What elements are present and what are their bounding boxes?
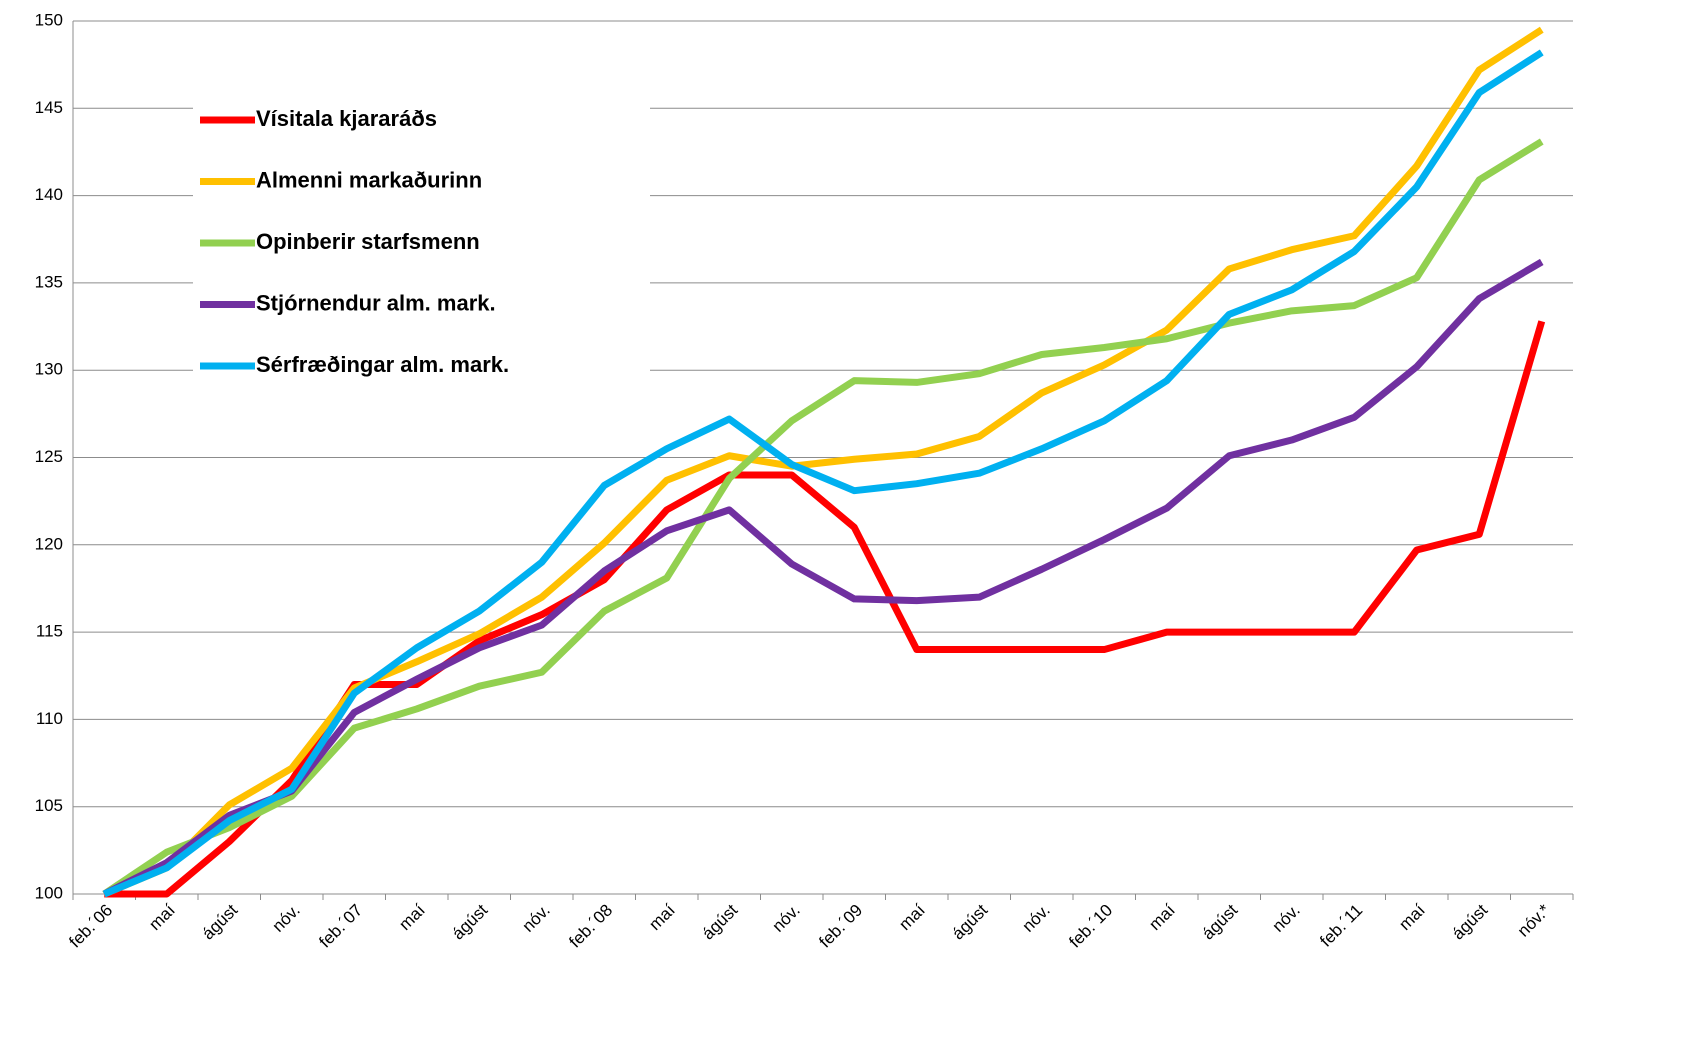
legend-label: Stjórnendur alm. mark. [256,290,496,315]
x-tick-label: maí [395,900,429,934]
x-tick-label: ágúst [198,900,241,943]
x-tick-label: ágúst [948,900,991,943]
x-tick-label: maí [645,900,679,934]
x-tick-label: ágúst [1448,900,1491,943]
series-line [102,138,1544,897]
y-tick-label: 130 [35,360,63,379]
x-tick-label: feb.´06 [65,901,116,952]
legend-box [193,90,650,396]
x-tick-label: nóv.* [1514,900,1554,940]
x-tick-label: feb.´10 [1065,901,1116,952]
y-tick-label: 100 [35,883,63,902]
series-line [102,258,1544,898]
x-tick-label: maí [895,900,929,934]
y-tick-label: 140 [35,185,63,204]
legend-label: Opinberir starfsmenn [256,229,480,254]
y-tick-label: 145 [35,98,63,117]
x-tick-label: nóv. [518,901,553,936]
y-tick-label: 125 [35,447,63,466]
y-tick-label: 115 [36,622,63,641]
y-tick-label: 135 [35,272,63,291]
y-tick-label: 150 [35,10,63,29]
x-tick-label: feb.´09 [815,901,866,952]
x-tick-label: ágúst [698,900,741,943]
series-line [102,26,1544,898]
x-tick-label: maí [145,900,179,934]
series-line [102,49,1544,898]
y-tick-label: 120 [35,534,63,553]
legend-label: Sérfræðingar alm. mark. [256,352,509,377]
x-tick-label: ágúst [1198,900,1241,943]
x-tick-label: maí [1395,900,1429,934]
x-tick-label: feb.´08 [565,901,616,952]
x-tick-label: nóv. [268,901,303,936]
x-tick-label: ágúst [448,900,491,943]
x-tick-label: nóv. [1018,901,1053,936]
y-tick-label: 110 [36,709,63,728]
x-tick-label: feb.´07 [315,901,366,952]
x-tick-label: maí [1145,900,1179,934]
legend-label: Almenni markaðurinn [256,167,482,192]
y-tick-label: 105 [35,796,63,815]
x-tick-label: nóv. [1268,901,1303,936]
x-tick-label: feb.´11 [1316,901,1366,951]
x-tick-label: nóv. [768,901,803,936]
legend-label: Vísitala kjararáðs [256,106,437,131]
series-line [104,320,1546,898]
